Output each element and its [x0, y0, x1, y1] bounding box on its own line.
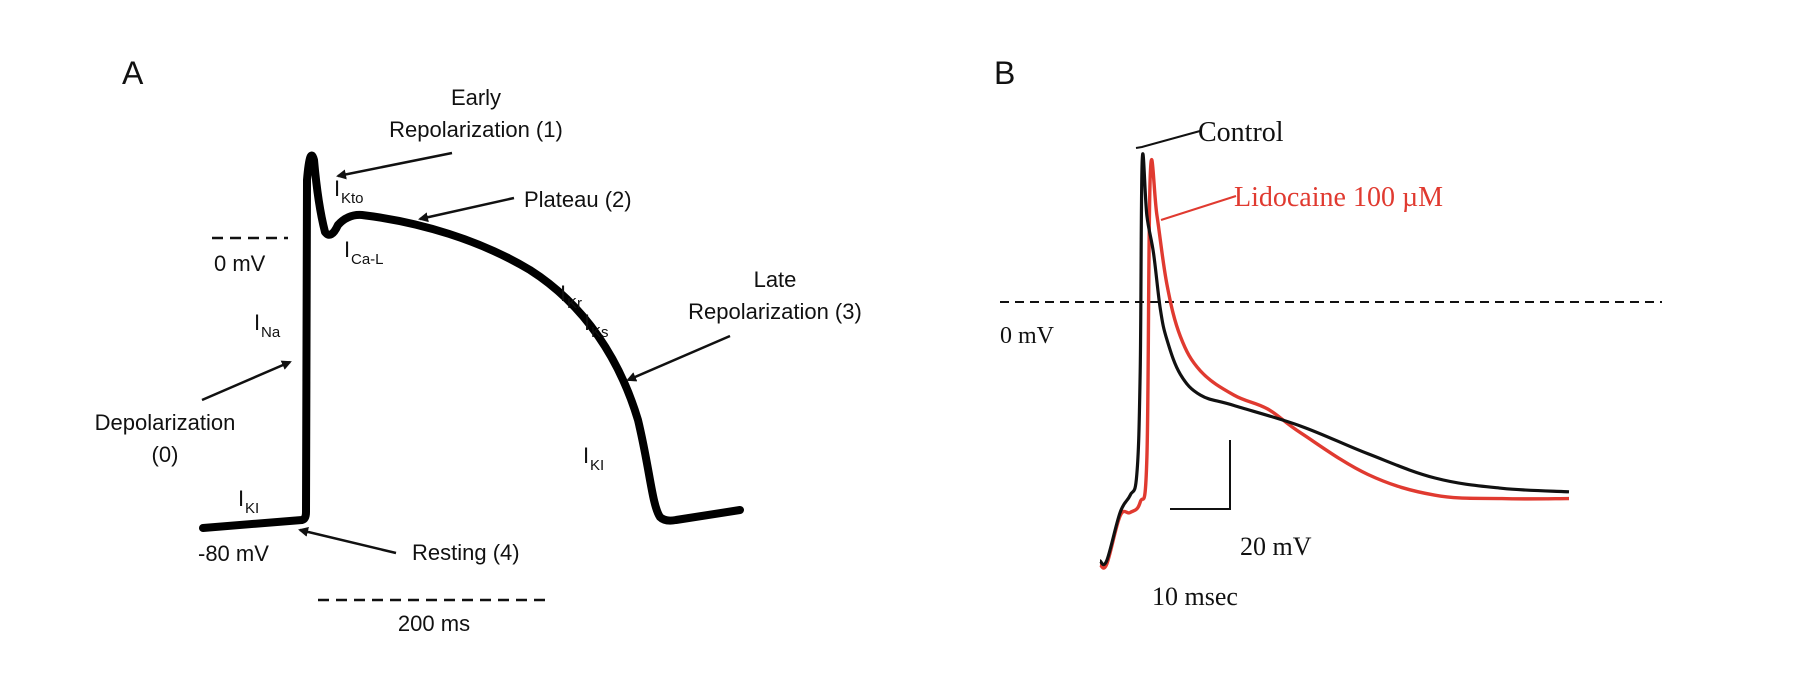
current-label-iki-phase3: I KI: [583, 443, 604, 474]
rest-mv-label: -80 mV: [198, 541, 269, 566]
svg-text:Na: Na: [261, 324, 281, 341]
scale-ms-label: 10 msec: [1152, 582, 1238, 611]
time-scale-label: 200 ms: [398, 611, 470, 636]
svg-text:Ks: Ks: [591, 324, 609, 341]
current-label-iki-rest: I KI: [238, 486, 259, 517]
phase3-arrow: [626, 334, 731, 382]
phase1-label-line2: Repolarization (1): [389, 117, 563, 142]
scale-mv-label: 20 mV: [1240, 532, 1312, 561]
control-leader-line: [1135, 130, 1201, 149]
svg-text:KI: KI: [590, 457, 604, 474]
legend-lidocaine: Lidocaine 100 µM: [1234, 182, 1443, 213]
panel-a-letter: A: [122, 55, 144, 91]
panel-a: A 0 mV I Na I Kto I Ca-L I Kr I Ks I KI: [95, 55, 862, 636]
phase4-arrow: [298, 527, 397, 555]
trace-lidocaine: [1098, 157, 1570, 570]
zero-mv-label-b: 0 mV: [1000, 323, 1055, 349]
current-label-ikr: I Kr: [560, 281, 582, 312]
panel-b: B 0 mV Control Lidocaine 100 µM 20 mV 10…: [994, 55, 1662, 611]
svg-text:I: I: [254, 310, 260, 335]
svg-text:I: I: [560, 281, 566, 306]
scale-bar-b: [1170, 440, 1231, 510]
phase3-label-line2: Repolarization (3): [688, 299, 862, 324]
svg-text:Kto: Kto: [341, 190, 364, 207]
svg-text:I: I: [334, 176, 340, 201]
svg-text:KI: KI: [245, 500, 259, 517]
legend-control: Control: [1198, 117, 1284, 148]
current-label-iks: I Ks: [584, 310, 609, 341]
current-label-ical: I Ca-L: [344, 237, 384, 268]
svg-text:I: I: [584, 310, 590, 335]
phase2-arrow: [418, 196, 515, 223]
current-label-ikto: I Kto: [334, 176, 364, 207]
phase3-label-line1: Late: [754, 267, 797, 292]
svg-text:Kr: Kr: [567, 295, 582, 312]
zero-mv-label: 0 mV: [214, 251, 266, 276]
svg-text:I: I: [583, 443, 589, 468]
svg-text:I: I: [344, 237, 350, 262]
ap-trace-a: [199, 151, 744, 532]
phase1-label-line1: Early: [451, 85, 501, 110]
phase0-label-line1: Depolarization: [95, 410, 236, 435]
panel-b-letter: B: [994, 55, 1015, 91]
trace-control: [1099, 152, 1570, 567]
phase0-arrow: [201, 360, 292, 402]
svg-text:Ca-L: Ca-L: [351, 251, 384, 268]
phase2-label: Plateau (2): [524, 187, 632, 212]
phase0-label-line2: (0): [152, 442, 179, 467]
lidocaine-leader-line: [1160, 195, 1237, 221]
current-label-ina: I Na: [254, 310, 281, 341]
phase4-label: Resting (4): [412, 540, 520, 565]
svg-text:I: I: [238, 486, 244, 511]
phase1-arrow: [336, 151, 453, 180]
